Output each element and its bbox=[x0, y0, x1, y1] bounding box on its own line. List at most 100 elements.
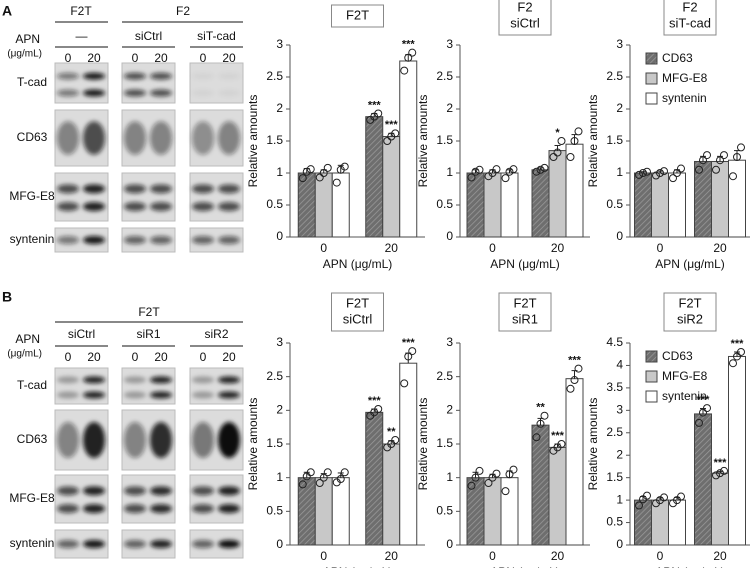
blot-image bbox=[189, 172, 244, 222]
data-point bbox=[733, 352, 741, 361]
data-point bbox=[391, 129, 400, 138]
blot-image bbox=[121, 367, 176, 405]
y-tick-label: 2 bbox=[446, 101, 453, 115]
y-tick-label: 0.5 bbox=[266, 504, 283, 518]
y-tick-label: 0 bbox=[446, 229, 453, 243]
blot-band bbox=[83, 121, 105, 155]
bar bbox=[466, 172, 485, 238]
chart-title: F2T bbox=[678, 295, 701, 310]
bar bbox=[500, 172, 519, 238]
y-axis-label: Relative amounts bbox=[246, 95, 260, 188]
bar bbox=[694, 413, 712, 546]
data-point bbox=[570, 137, 579, 145]
significance: *** bbox=[568, 354, 582, 366]
data-point bbox=[643, 491, 651, 500]
blot-band bbox=[218, 391, 240, 399]
significance: *** bbox=[368, 99, 382, 111]
legend-label: syntenin bbox=[662, 91, 707, 105]
blot-header: F2T bbox=[70, 4, 92, 18]
lane-dose: 0 bbox=[65, 350, 72, 364]
blot-band bbox=[150, 376, 172, 384]
y-axis-label: Relative amounts bbox=[416, 95, 430, 188]
bar bbox=[548, 446, 567, 546]
blot-band bbox=[218, 504, 240, 514]
y-tick-label: 4.5 bbox=[606, 335, 623, 349]
x-tick-label: 20 bbox=[551, 241, 565, 255]
bar bbox=[365, 116, 384, 238]
blot-band bbox=[150, 422, 172, 458]
protein-label: MFG-E8 bbox=[9, 189, 55, 203]
blot-band bbox=[218, 202, 240, 212]
bar bbox=[399, 60, 418, 238]
lane-dose: 0 bbox=[132, 350, 139, 364]
blot-band bbox=[218, 540, 240, 548]
x-tick-label: 0 bbox=[320, 549, 327, 563]
y-tick-label: 2.5 bbox=[436, 369, 453, 383]
blot-band bbox=[150, 89, 172, 97]
data-point bbox=[695, 165, 703, 174]
data-point bbox=[540, 411, 549, 420]
data-point bbox=[656, 169, 664, 177]
blot-band bbox=[83, 376, 105, 384]
data-point bbox=[471, 473, 480, 482]
legend-swatch bbox=[645, 350, 658, 363]
significance: *** bbox=[385, 119, 399, 131]
x-tick-label: 0 bbox=[489, 241, 496, 255]
lane-dose: 0 bbox=[200, 350, 207, 364]
blot-band bbox=[83, 72, 105, 80]
protein-label: CD63 bbox=[17, 130, 48, 144]
significance: *** bbox=[402, 39, 416, 51]
y-tick-label: 2 bbox=[276, 101, 283, 115]
data-point bbox=[323, 163, 332, 172]
chart-title: siT-cad bbox=[669, 15, 711, 30]
blot-band bbox=[150, 540, 172, 548]
x-tick-label: 20 bbox=[713, 241, 727, 255]
blot-image bbox=[189, 62, 244, 104]
data-point bbox=[557, 137, 566, 145]
data-point bbox=[737, 347, 745, 356]
blot-band bbox=[57, 422, 79, 458]
blot-image bbox=[54, 367, 109, 405]
panel-letter: A bbox=[2, 3, 12, 19]
x-tick-label: 0 bbox=[657, 549, 664, 563]
data-point bbox=[570, 376, 579, 385]
data-point bbox=[302, 472, 311, 481]
data-point bbox=[340, 162, 349, 171]
blot-band bbox=[218, 486, 240, 496]
legend-swatch bbox=[645, 370, 658, 383]
blot-condition: siCtrl bbox=[135, 29, 162, 43]
data-point bbox=[540, 163, 549, 172]
blot-band bbox=[83, 89, 105, 97]
data-point bbox=[574, 127, 583, 136]
treatment-unit: (μg/mL) bbox=[7, 49, 42, 60]
blot-image bbox=[54, 62, 109, 104]
significance: ** bbox=[536, 402, 545, 414]
blot-band bbox=[192, 422, 214, 458]
data-point bbox=[557, 440, 566, 448]
y-tick-label: 1.5 bbox=[606, 470, 623, 484]
data-point bbox=[484, 479, 493, 488]
data-point bbox=[467, 173, 476, 182]
blot-condition: siR2 bbox=[204, 327, 228, 341]
blot-band bbox=[124, 121, 146, 155]
protein-label: CD63 bbox=[17, 432, 48, 446]
blot-band bbox=[150, 486, 172, 496]
data-point bbox=[660, 493, 668, 502]
title-box bbox=[663, 292, 717, 332]
y-tick-label: 2.5 bbox=[266, 369, 283, 383]
data-point bbox=[315, 173, 324, 182]
bar bbox=[565, 143, 584, 238]
lane-dose: 20 bbox=[222, 350, 236, 364]
data-point bbox=[639, 169, 647, 177]
significance: *** bbox=[714, 457, 728, 469]
blot-band bbox=[192, 376, 214, 384]
bar bbox=[668, 172, 686, 238]
x-tick-label: 20 bbox=[551, 549, 565, 563]
data-point bbox=[492, 469, 501, 478]
blot-condition: siT-cad bbox=[197, 29, 236, 43]
blot-band bbox=[192, 486, 214, 496]
y-axis-label: Relative amounts bbox=[586, 95, 600, 188]
blot-condition: siCtrl bbox=[68, 327, 95, 341]
bar bbox=[297, 172, 316, 238]
y-tick-label: 2.5 bbox=[436, 69, 453, 83]
